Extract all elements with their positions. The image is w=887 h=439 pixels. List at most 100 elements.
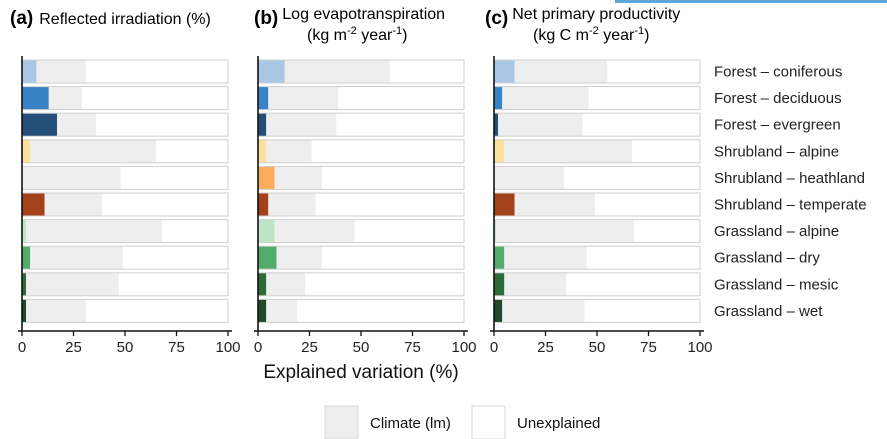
panel-b-title-line1: Log evapotranspiration xyxy=(282,6,445,23)
panel-b-tag: (b) xyxy=(254,8,278,29)
bar-explained-8 xyxy=(494,246,505,270)
bar-unexplained-3 xyxy=(582,113,700,137)
panel-c-tag: (c) xyxy=(485,8,508,29)
svg-text:(kg C m-2 year-1): (kg C m-2 year-1) xyxy=(533,25,649,44)
bar-unexplained-8 xyxy=(586,246,700,270)
bar-unexplained-2 xyxy=(588,86,700,110)
bar-unexplained-1 xyxy=(607,60,700,83)
bar-explained-8 xyxy=(22,246,31,270)
bar-unexplained-5 xyxy=(564,166,700,190)
bar-unexplained-9 xyxy=(566,272,700,296)
panel-b-unit-sup2: -1 xyxy=(392,25,402,37)
bar-explained-6 xyxy=(258,193,269,216)
bar-explained-10 xyxy=(22,299,27,323)
panel-b-unit-mid: year xyxy=(357,27,393,44)
bar-unexplained-10 xyxy=(584,299,700,323)
bar-unexplained-6 xyxy=(594,193,700,216)
bar-climate-3 xyxy=(266,113,337,137)
bar-explained-3 xyxy=(494,113,499,137)
bar-unexplained-7 xyxy=(354,219,464,243)
bar-explained-6 xyxy=(494,193,515,216)
bar-climate-4 xyxy=(30,139,156,163)
row-label: Shrubland – temperate xyxy=(714,197,867,214)
panel-a-title-text: Reflected irradiation (%) xyxy=(39,11,211,28)
bar-explained-9 xyxy=(258,272,267,296)
panel-c-unit-mid: year xyxy=(599,27,635,44)
bar-unexplained-4 xyxy=(632,139,700,163)
bar-unexplained-3 xyxy=(336,113,464,137)
bar-explained-3 xyxy=(22,113,58,137)
bar-unexplained-8 xyxy=(321,246,464,270)
bar-explained-3 xyxy=(258,113,267,137)
bar-explained-2 xyxy=(258,86,269,110)
bar-unexplained-1 xyxy=(85,60,228,83)
svg-text:(b)Log evapotranspiration: (b) Log evapotranspiration xyxy=(254,6,445,29)
panel-c-unit-pre: (kg C m xyxy=(533,27,589,44)
panel-b-title: (b) Log evapotranspiration (kg m-2 year-1… xyxy=(254,6,445,44)
x-tick-label: 50 xyxy=(353,339,370,356)
bar-climate-1 xyxy=(514,60,608,83)
panel-b-unit-pre: (kg m xyxy=(307,27,347,44)
bar-climate-10 xyxy=(26,299,86,323)
x-tick-label: 0 xyxy=(490,339,498,356)
bar-explained-7 xyxy=(494,219,497,243)
bar-unexplained-1 xyxy=(389,60,464,83)
bar-climate-6 xyxy=(514,193,595,216)
row-label: Grassland – alpine xyxy=(714,223,839,240)
panel-b: 0 25 50 75 100 xyxy=(254,56,477,356)
x-tick-label: 100 xyxy=(687,339,712,356)
bar-climate-4 xyxy=(266,139,312,163)
bar-explained-4 xyxy=(494,139,505,163)
bar-climate-3 xyxy=(498,113,583,137)
bar-climate-5 xyxy=(22,166,121,190)
bar-explained-2 xyxy=(22,86,49,110)
x-tick-label: 75 xyxy=(168,339,185,356)
bar-explained-1 xyxy=(494,60,515,83)
bar-unexplained-5 xyxy=(120,166,228,190)
x-tick-label: 0 xyxy=(18,339,26,356)
panel-c-unit-sup2: -1 xyxy=(634,25,644,37)
bar-climate-10 xyxy=(266,299,298,323)
panel-b-unit-post: ) xyxy=(402,27,407,44)
bar-explained-1 xyxy=(258,60,285,83)
x-tick-label: 50 xyxy=(589,339,606,356)
bar-unexplained-4 xyxy=(311,139,464,163)
bar-unexplained-6 xyxy=(102,193,228,216)
x-axis-label: Explained variation (%) xyxy=(263,362,458,383)
panel-a-tag: (a) xyxy=(10,8,33,29)
x-tick-label: 75 xyxy=(640,339,657,356)
x-tick-label: 0 xyxy=(254,339,262,356)
bar-climate-8 xyxy=(504,246,587,270)
bar-explained-4 xyxy=(258,139,267,163)
legend-label-unexplained: Unexplained xyxy=(517,415,600,432)
bar-climate-6 xyxy=(44,193,103,216)
x-tick-label: 25 xyxy=(65,339,82,356)
panel-b-unit-sup1: -2 xyxy=(347,25,357,37)
bar-unexplained-10 xyxy=(297,299,464,323)
bar-climate-7 xyxy=(26,219,163,243)
svg-text:(kg m-2 year-1): (kg m-2 year-1) xyxy=(307,25,407,44)
bar-explained-9 xyxy=(22,272,27,296)
x-tick-label: 25 xyxy=(301,339,318,356)
x-tick-label: 100 xyxy=(215,339,240,356)
bar-unexplained-3 xyxy=(96,113,228,137)
row-label: Grassland – wet xyxy=(714,303,823,320)
bar-explained-6 xyxy=(22,193,45,216)
bar-climate-7 xyxy=(496,219,635,243)
row-label: Shrubland – heathland xyxy=(714,170,865,187)
bar-climate-2 xyxy=(502,86,589,110)
row-label: Forest – evergreen xyxy=(714,117,841,134)
bar-explained-10 xyxy=(494,299,503,323)
bar-climate-1 xyxy=(36,60,86,83)
bar-explained-7 xyxy=(258,219,275,243)
panel-a-title: (a) Reflected irradiation (%) xyxy=(10,8,211,29)
panel-c: 0 25 50 75 100 xyxy=(490,56,713,356)
accent-strip xyxy=(615,0,887,3)
bar-explained-9 xyxy=(494,272,505,296)
bar-unexplained-7 xyxy=(162,219,228,243)
panel-c-title: (c) Net primary productivity (kg C m-2 ye… xyxy=(485,6,680,44)
bar-climate-1 xyxy=(284,60,390,83)
x-tick-label: 100 xyxy=(451,339,476,356)
bar-unexplained-8 xyxy=(122,246,228,270)
